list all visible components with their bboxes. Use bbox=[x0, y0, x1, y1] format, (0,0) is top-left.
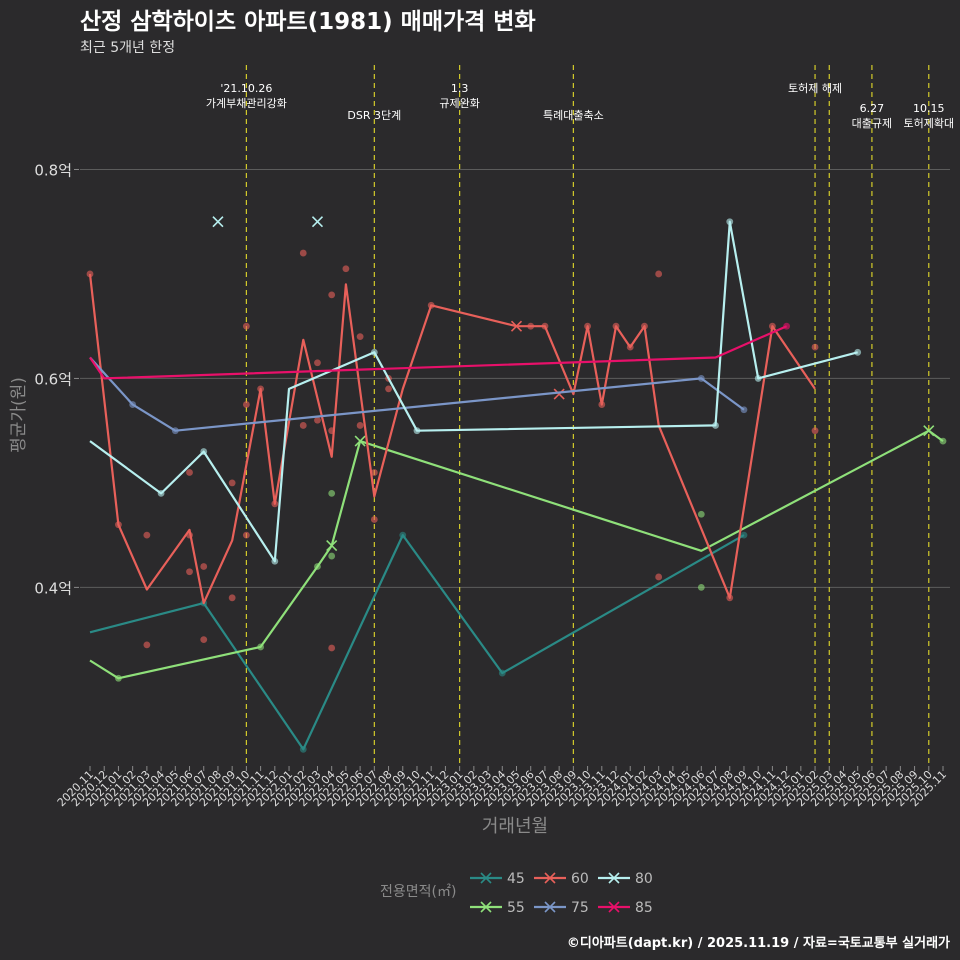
policy-event-label: DSR 3단계 bbox=[347, 109, 401, 122]
data-point bbox=[342, 265, 350, 273]
data-point bbox=[385, 385, 392, 393]
series-line bbox=[89, 356, 745, 432]
data-point bbox=[328, 489, 336, 497]
series-line bbox=[89, 220, 858, 563]
cross-marker bbox=[553, 388, 565, 400]
legend-item-55: 55 bbox=[470, 900, 525, 916]
legend-cross bbox=[544, 901, 556, 913]
cross-marker bbox=[311, 216, 324, 228]
cross-marker bbox=[354, 435, 366, 447]
data-point bbox=[242, 531, 250, 539]
series-60 bbox=[86, 249, 819, 652]
data-point bbox=[143, 641, 151, 649]
data-point bbox=[328, 552, 336, 560]
data-point bbox=[314, 359, 321, 367]
legend-label: 85 bbox=[635, 900, 653, 916]
series-line bbox=[88, 273, 816, 605]
policy-event-label: 1.3 bbox=[451, 82, 469, 95]
data-point bbox=[370, 469, 378, 476]
y-axis: 0.4억 0.6억 0.8억 bbox=[34, 161, 79, 597]
legend-item-60: 60 bbox=[534, 871, 589, 887]
y-gridlines bbox=[80, 168, 950, 588]
legend-title: 전용면적(㎡) bbox=[380, 884, 456, 900]
cross-marker bbox=[510, 320, 523, 332]
policy-event-label: 토허제 해제 bbox=[788, 81, 842, 95]
data-point bbox=[328, 644, 336, 652]
cross-marker bbox=[923, 425, 935, 437]
y-tick-label: 0.8억 bbox=[34, 161, 72, 179]
policy-event-label: 대출규제 bbox=[852, 117, 892, 130]
chart-title: 산정 삼학하이츠 아파트(1981) 매매가격 변화 bbox=[80, 9, 536, 35]
legend-cross bbox=[608, 872, 620, 884]
legend-label: 60 bbox=[571, 871, 589, 887]
data-point bbox=[200, 563, 208, 570]
cross-marker bbox=[326, 540, 338, 552]
series-line bbox=[89, 534, 745, 751]
series-85 bbox=[89, 322, 791, 380]
y-tick-label: 0.4억 bbox=[34, 579, 72, 597]
policy-event-label: 6.27 bbox=[860, 102, 885, 115]
legend-item-80: 80 bbox=[598, 871, 653, 887]
legend-cross bbox=[608, 901, 620, 913]
data-point bbox=[811, 427, 819, 435]
data-point bbox=[655, 573, 663, 581]
data-point bbox=[697, 583, 705, 591]
series-45 bbox=[89, 531, 748, 753]
policy-event-label: 특례대출축소 bbox=[543, 109, 604, 122]
series-80 bbox=[89, 216, 862, 565]
series-group bbox=[86, 216, 947, 753]
chart-subtitle: 최근 5개년 한정 bbox=[80, 40, 175, 56]
data-point bbox=[228, 594, 236, 602]
data-point bbox=[86, 270, 94, 278]
policy-event-label: 10.15 bbox=[913, 102, 945, 115]
x-axis-title: 거래년월 bbox=[482, 816, 548, 837]
legend-label: 45 bbox=[507, 871, 525, 887]
y-axis-title: 평균가(원) bbox=[9, 377, 29, 453]
policy-event-label: 가계부채관리강화 bbox=[206, 97, 287, 110]
legend-cross bbox=[480, 872, 492, 884]
data-point bbox=[314, 416, 321, 424]
policy-event-label: 토허제확대 bbox=[903, 117, 954, 130]
data-point bbox=[356, 422, 364, 429]
data-point bbox=[186, 568, 193, 576]
legend-item-45: 45 bbox=[470, 871, 525, 887]
legend-cross bbox=[544, 872, 556, 884]
data-point bbox=[186, 469, 193, 476]
legend-cross bbox=[480, 901, 492, 913]
data-point bbox=[328, 291, 336, 299]
caption: ©디아파트(dapt.kr) / 2025.11.19 / 자료=국토교통부 실… bbox=[567, 935, 950, 951]
data-point bbox=[697, 510, 705, 518]
data-point bbox=[228, 479, 236, 487]
series-75 bbox=[89, 356, 748, 435]
data-point bbox=[370, 516, 378, 523]
series-line bbox=[89, 325, 788, 380]
policy-event-lines bbox=[245, 65, 930, 765]
data-point bbox=[299, 249, 307, 257]
y-tick-label: 0.6억 bbox=[34, 370, 72, 388]
data-point bbox=[811, 343, 819, 351]
legend-label: 75 bbox=[571, 900, 589, 916]
series-55 bbox=[89, 425, 947, 682]
legend-label: 55 bbox=[507, 900, 525, 916]
policy-event-label: '21.10.26 bbox=[220, 82, 272, 95]
legend-item-75: 75 bbox=[534, 900, 589, 916]
data-point bbox=[655, 270, 663, 278]
data-point bbox=[242, 322, 250, 330]
legend: 전용면적(㎡) 45 55 60 75 80 85 bbox=[380, 871, 653, 916]
data-point bbox=[299, 422, 307, 429]
data-point bbox=[143, 531, 151, 539]
data-point bbox=[200, 636, 208, 644]
cross-marker bbox=[212, 216, 224, 228]
legend-item-85: 85 bbox=[598, 900, 653, 916]
legend-label: 80 bbox=[635, 871, 653, 887]
data-point bbox=[356, 333, 364, 341]
x-axis: 2020.112020.122021.012021.022021.032021.… bbox=[55, 766, 949, 809]
data-point bbox=[242, 401, 250, 408]
policy-event-label: 규제완화 bbox=[439, 97, 479, 110]
